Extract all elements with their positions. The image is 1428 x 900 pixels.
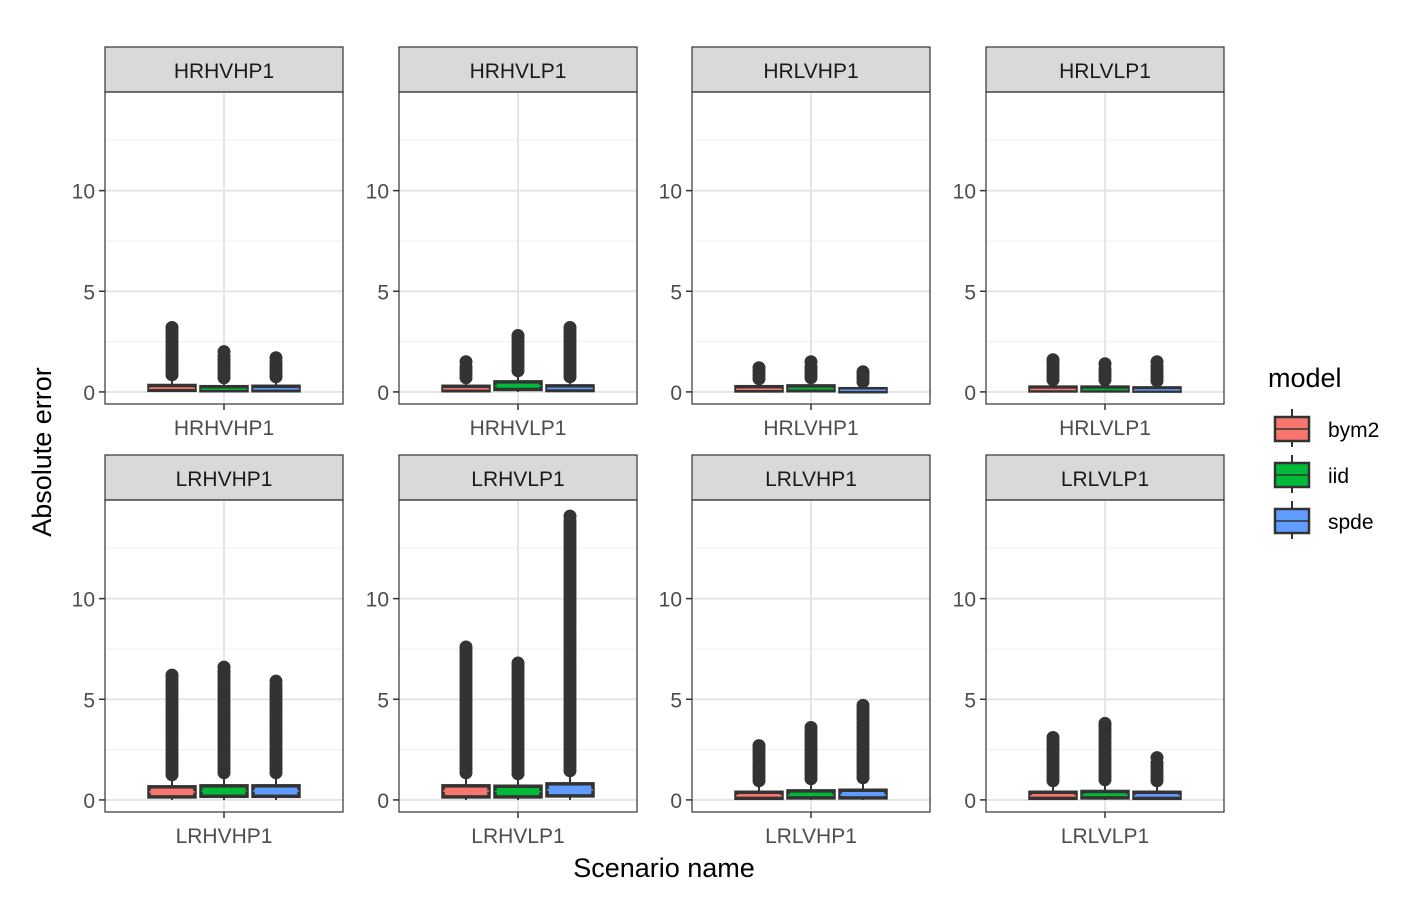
outlier-point: [165, 321, 179, 335]
facet-strip: [398, 46, 638, 93]
outlier-point: [752, 739, 766, 753]
facet-strip: [398, 454, 638, 501]
y-tick-label: 0: [83, 382, 95, 405]
y-tick-label: 5: [964, 281, 976, 304]
y-tick-label: 10: [72, 589, 95, 612]
outlier-point: [217, 345, 231, 359]
y-tick-label: 10: [659, 589, 682, 612]
outlier-point: [269, 351, 283, 365]
outlier-point: [1046, 353, 1060, 367]
y-tick-label: 10: [72, 181, 95, 204]
outlier-point: [563, 509, 577, 523]
x-tick-label: HRLVHP1: [763, 417, 858, 440]
facet-strip-label: LRHVLP1: [471, 468, 564, 491]
x-tick-label: LRLVHP1: [765, 825, 857, 848]
legend: model bym2 iid spde: [1268, 363, 1379, 539]
y-tick-label: 10: [953, 181, 976, 204]
y-tick-label: 5: [377, 689, 389, 712]
outlier-point: [1098, 357, 1112, 371]
legend-label: spde: [1328, 511, 1374, 534]
facet-strip: [104, 454, 344, 501]
x-tick-label: HRHVHP1: [174, 417, 274, 440]
outlier-point: [459, 640, 473, 654]
panels-layer: HRHVHP1 0 5 10 HRHVHP1 HRHVLP1 0 5 10 HRHVLP1 HRLV…: [72, 46, 1225, 848]
y-tick-label: 0: [670, 382, 682, 405]
facet-strip-label: HRHVLP1: [470, 60, 567, 83]
facet-strip-label: LRLVHP1: [765, 468, 857, 491]
facet-strip-label: HRLVLP1: [1059, 60, 1151, 83]
facet-strip: [985, 46, 1225, 93]
x-axis-title: Scenario name: [573, 853, 755, 883]
outlier-point: [165, 668, 179, 682]
y-tick-label: 0: [377, 382, 389, 405]
y-tick-label: 10: [659, 181, 682, 204]
y-tick-label: 0: [83, 790, 95, 813]
y-tick-label: 5: [670, 689, 682, 712]
legend-label: bym2: [1328, 419, 1379, 442]
facet-strip-label: HRHVHP1: [174, 60, 274, 83]
outlier-point: [804, 720, 818, 734]
y-tick-label: 10: [953, 589, 976, 612]
outlier-point: [856, 698, 870, 712]
outlier-point: [1046, 731, 1060, 745]
y-tick-label: 5: [83, 689, 95, 712]
facet-strip: [691, 46, 931, 93]
outlier-point: [511, 656, 525, 670]
x-tick-label: LRLVLP1: [1061, 825, 1149, 848]
y-tick-label: 5: [964, 689, 976, 712]
outlier-point: [804, 355, 818, 369]
outlier-point: [1150, 355, 1164, 369]
outlier-point: [217, 660, 231, 674]
y-tick-label: 10: [366, 181, 389, 204]
box-spde: [838, 788, 888, 800]
y-tick-label: 10: [366, 589, 389, 612]
outlier-point: [563, 321, 577, 335]
y-tick-label: 5: [377, 281, 389, 304]
outlier-point: [752, 361, 766, 375]
y-tick-label: 5: [83, 281, 95, 304]
facet-strip-label: HRLVHP1: [763, 60, 858, 83]
y-tick-label: 0: [964, 382, 976, 405]
y-tick-label: 0: [964, 790, 976, 813]
legend-title: model: [1268, 363, 1342, 393]
facet-strip-label: LRHVHP1: [176, 468, 273, 491]
y-tick-label: 5: [670, 281, 682, 304]
facet-strip: [985, 454, 1225, 501]
outlier-point: [511, 329, 525, 343]
x-tick-label: HRHVLP1: [470, 417, 567, 440]
y-tick-label: 0: [377, 790, 389, 813]
outlier-point: [1150, 751, 1164, 765]
outlier-point: [269, 674, 283, 688]
outlier-point: [1098, 716, 1112, 730]
x-tick-label: LRHVLP1: [471, 825, 564, 848]
facet-strip: [104, 46, 344, 93]
x-tick-label: LRHVHP1: [176, 825, 273, 848]
facet-strip-label: LRLVLP1: [1061, 468, 1149, 491]
outlier-point: [459, 355, 473, 369]
outlier-point: [856, 365, 870, 379]
y-axis-title: Absolute error: [27, 367, 57, 537]
legend-label: iid: [1328, 465, 1349, 488]
x-tick-label: HRLVLP1: [1059, 417, 1151, 440]
y-tick-label: 0: [670, 790, 682, 813]
